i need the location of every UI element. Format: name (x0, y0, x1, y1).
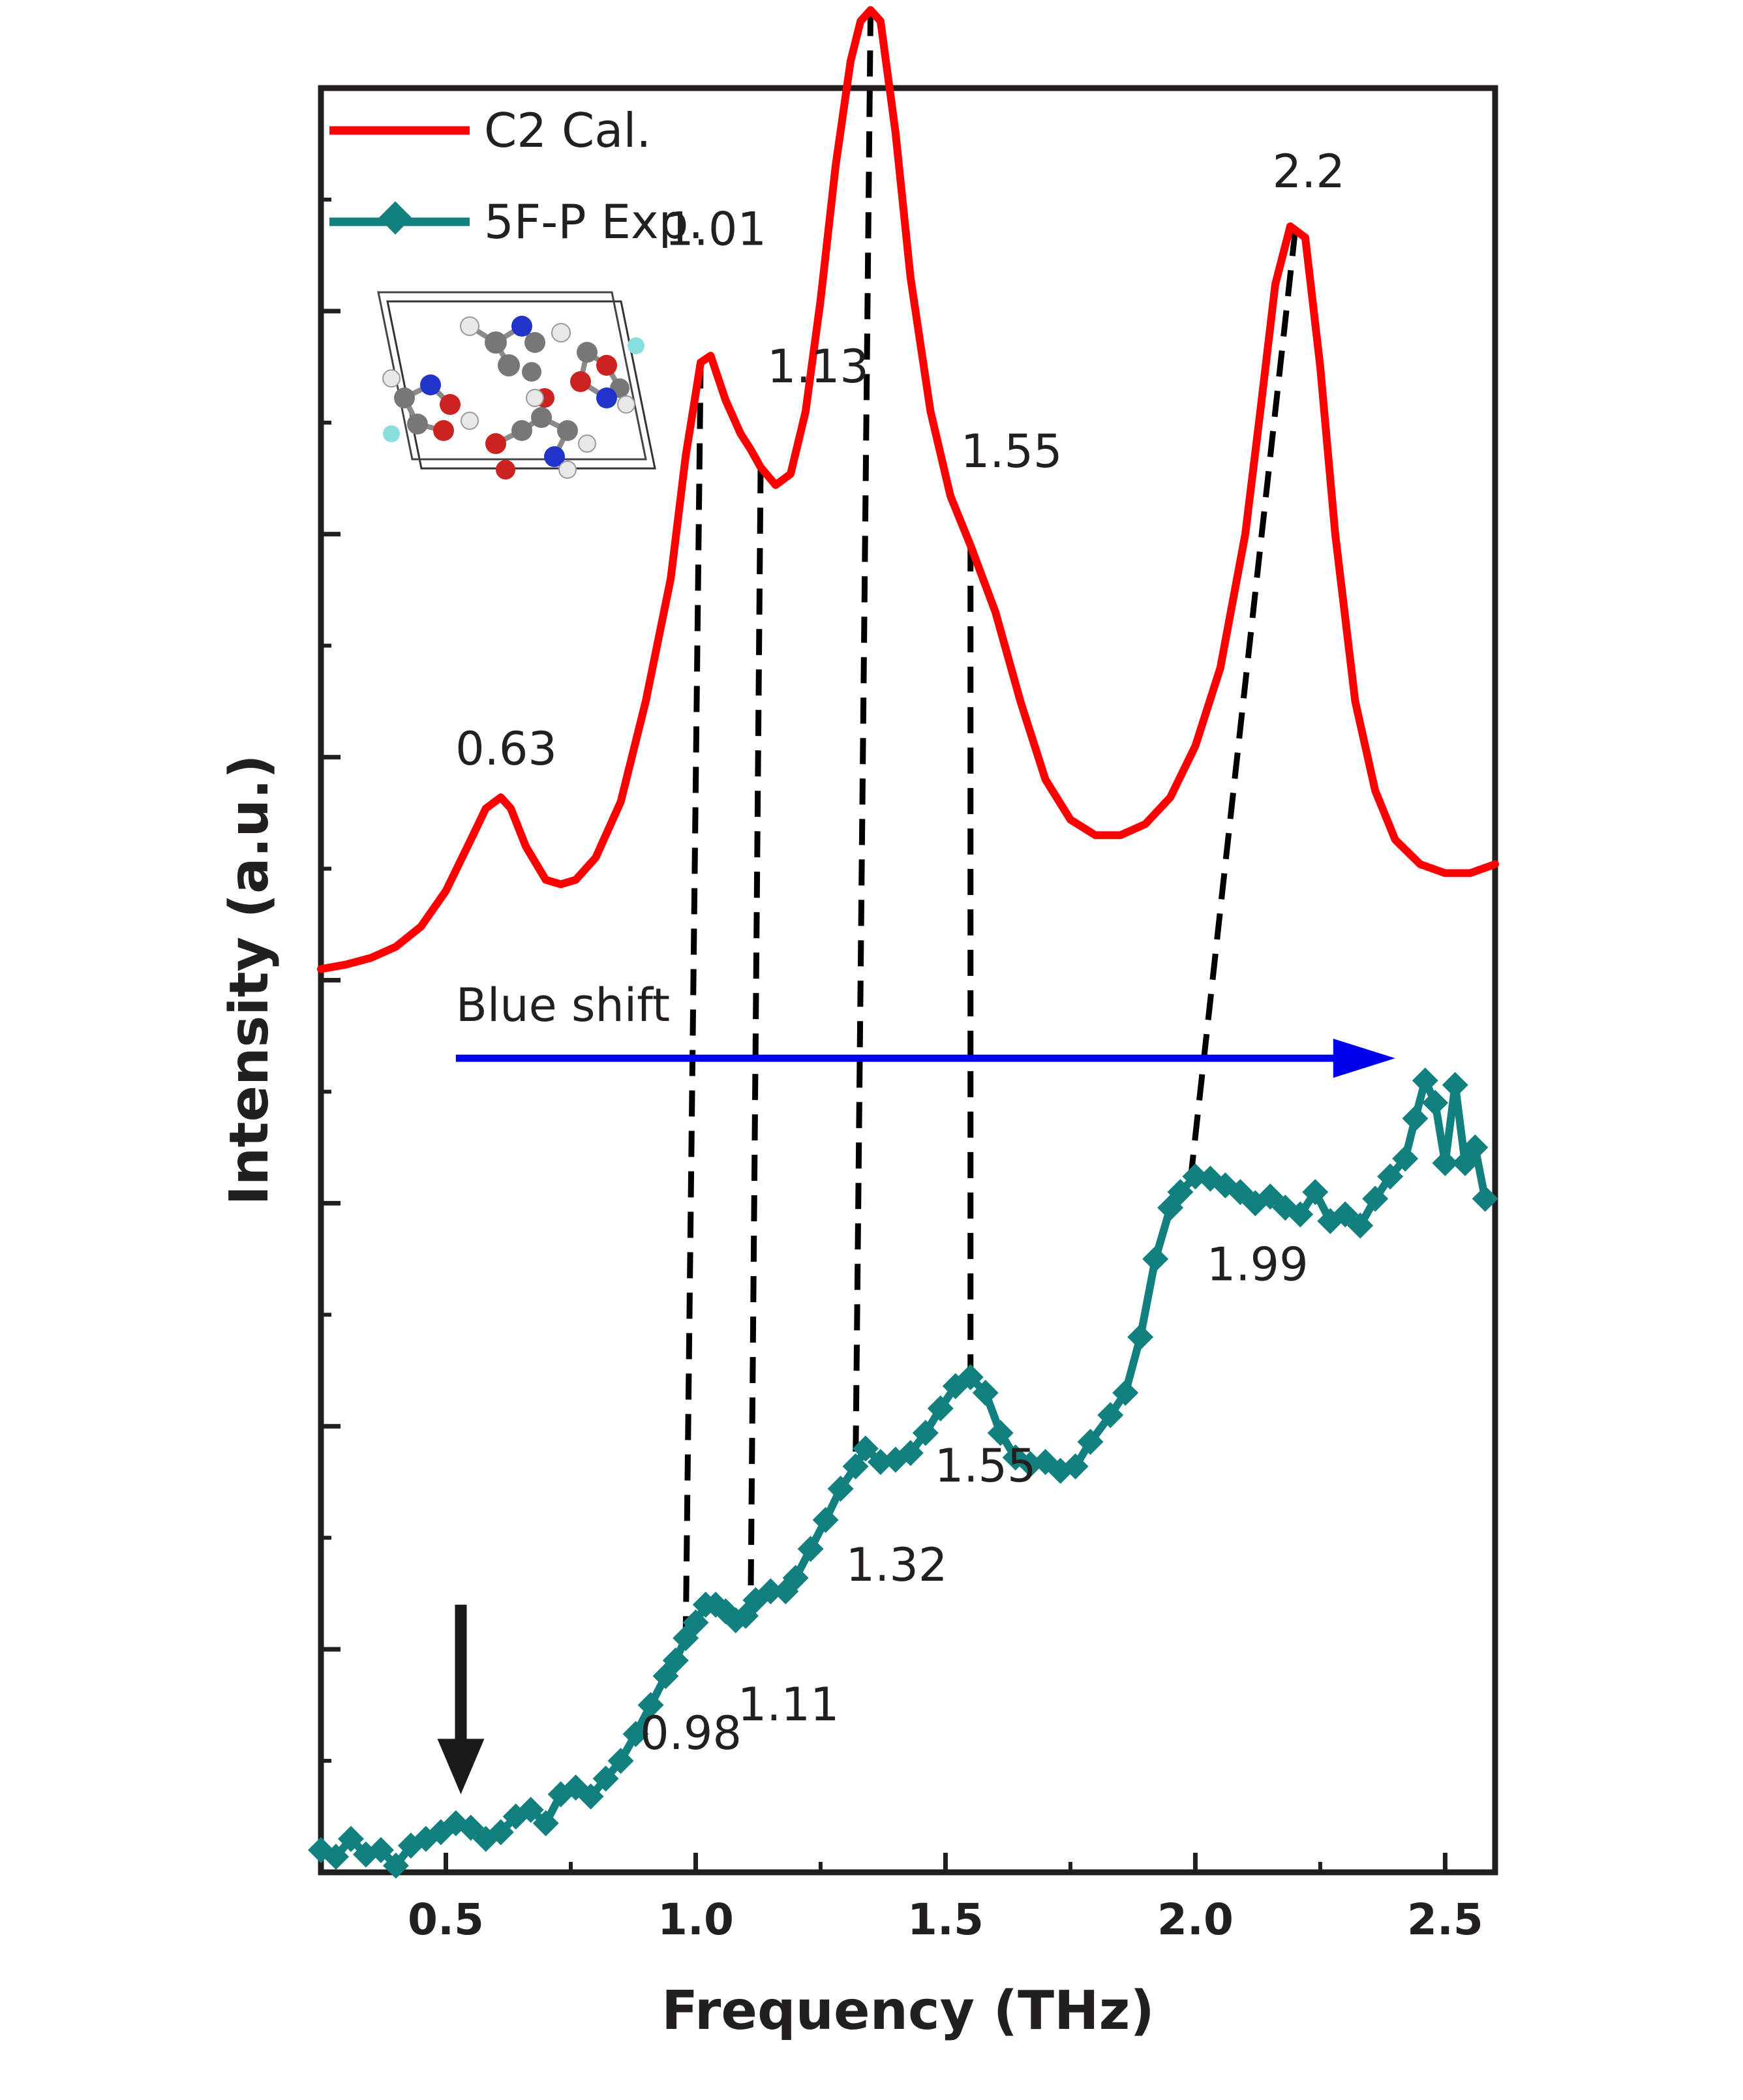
exp-data-point (1362, 1185, 1389, 1212)
exp-data-point (972, 1379, 999, 1406)
exp-peak-label-0.98: 0.98 (640, 1707, 742, 1760)
exp-data-point (1392, 1146, 1419, 1172)
exp-data-point (607, 1748, 634, 1774)
exp-data-point (987, 1420, 1014, 1446)
exp-data-point (897, 1440, 924, 1467)
blue-shift-arrow: Blue shift (455, 979, 1395, 1078)
exp-data-point (1377, 1163, 1404, 1190)
exp-data-point (457, 1814, 484, 1841)
x-tick-label-1.5: 1.5 (907, 1895, 984, 1945)
exp-data-point (1432, 1149, 1459, 1176)
exp-data-point (1332, 1201, 1359, 1228)
calc-series-layer (317, 6, 1499, 973)
exp-data-point (1317, 1208, 1344, 1234)
calc-series-line (317, 6, 1499, 973)
exp-peak-label-1.11: 1.11 (738, 1678, 840, 1731)
legend-exp-label: 5F-P Exp. (484, 194, 703, 249)
legend: C2 Cal. 5F-P Exp. (329, 103, 703, 249)
exp-data-point (1127, 1324, 1154, 1350)
exp-data-point (592, 1765, 619, 1792)
exp-data-point (367, 1836, 394, 1863)
exp-data-point (1412, 1067, 1438, 1094)
exp-data-point (827, 1475, 854, 1502)
calc-peak-label-1.01: 1.01 (665, 202, 766, 256)
exp-data-point (797, 1536, 824, 1562)
exp-data-point (1287, 1201, 1314, 1228)
exp-data-point (517, 1797, 544, 1823)
peak-annotations: 0.631.011.131.351.552.20.981.111.321.551… (455, 145, 1345, 1760)
exp-data-point (957, 1364, 984, 1391)
exp-peak-label-1.55: 1.55 (935, 1439, 1037, 1493)
exp-peak-label-1.99: 1.99 (1207, 1238, 1309, 1291)
exp-data-point (852, 1435, 879, 1462)
exp-data-point (1062, 1453, 1089, 1480)
dashed-guide-lines (682, 10, 1299, 1639)
axis-ticks: 0.5 1.0 1.5 2.0 2.5 (319, 197, 1483, 1945)
crystal-structure-inset (377, 291, 656, 479)
exp-data-point (1112, 1379, 1139, 1406)
exp-data-point (1402, 1105, 1429, 1132)
exp-data-point (1167, 1179, 1194, 1206)
exp-data-point (337, 1825, 364, 1852)
exp-data-point (1077, 1429, 1104, 1455)
low-frequency-marker-arrow (437, 1604, 485, 1795)
calc-peak-label-2.2: 2.2 (1273, 145, 1345, 198)
exp-data-point (1097, 1402, 1124, 1429)
exp-data-point (637, 1692, 664, 1718)
molecule-atoms (382, 316, 644, 479)
exp-data-point (532, 1810, 559, 1836)
exp-data-point (622, 1721, 649, 1748)
exp-data-point (927, 1395, 954, 1422)
exp-data-point (782, 1564, 809, 1591)
x-axis-title: Frequency (THz) (661, 1980, 1155, 2042)
guide-line-3 (853, 10, 874, 1467)
legend-exp-marker (378, 201, 412, 235)
exp-data-point (577, 1783, 604, 1810)
exp-data-point (1142, 1245, 1169, 1272)
exp-data-point (912, 1420, 939, 1446)
x-tick-label-2.5: 2.5 (1407, 1895, 1483, 1945)
exp-series-layer (308, 1067, 1498, 1879)
exp-data-point (1302, 1179, 1329, 1206)
calc-peak-label-0.63: 0.63 (455, 722, 557, 776)
exp-peak-label-1.32: 1.32 (846, 1538, 948, 1592)
x-tick-label-0.5: 0.5 (408, 1895, 484, 1945)
calc-peak-label-1.55: 1.55 (961, 425, 1063, 478)
exp-data-point (812, 1506, 839, 1533)
exp-data-point (1422, 1089, 1449, 1116)
exp-data-point (487, 1819, 514, 1846)
guide-line-2 (748, 467, 764, 1608)
x-tick-label-2.0: 2.0 (1157, 1895, 1234, 1945)
guide-line-1 (682, 362, 704, 1639)
exp-data-point (842, 1453, 869, 1480)
exp-data-point (1257, 1183, 1284, 1210)
exp-data-point (1462, 1134, 1489, 1161)
exp-data-point (682, 1609, 709, 1636)
blue-shift-arrow-head (1333, 1039, 1395, 1078)
blue-shift-label: Blue shift (456, 979, 670, 1032)
x-tick-label-1.0: 1.0 (658, 1895, 734, 1945)
calc-peak-label-1.13: 1.13 (767, 340, 869, 393)
marker-arrow-head (437, 1739, 485, 1795)
exp-data-point (1442, 1072, 1468, 1099)
exp-data-point (1472, 1185, 1498, 1212)
legend-calc-label: C2 Cal. (484, 103, 651, 158)
y-axis-title: Intensity (a.u.) (219, 754, 280, 1205)
exp-data-point (757, 1578, 784, 1605)
exp-data-point (1227, 1179, 1254, 1206)
exp-data-point (662, 1647, 689, 1674)
exp-data-point (322, 1844, 349, 1870)
exp-data-point (1347, 1212, 1374, 1239)
exp-data-point (382, 1852, 409, 1879)
